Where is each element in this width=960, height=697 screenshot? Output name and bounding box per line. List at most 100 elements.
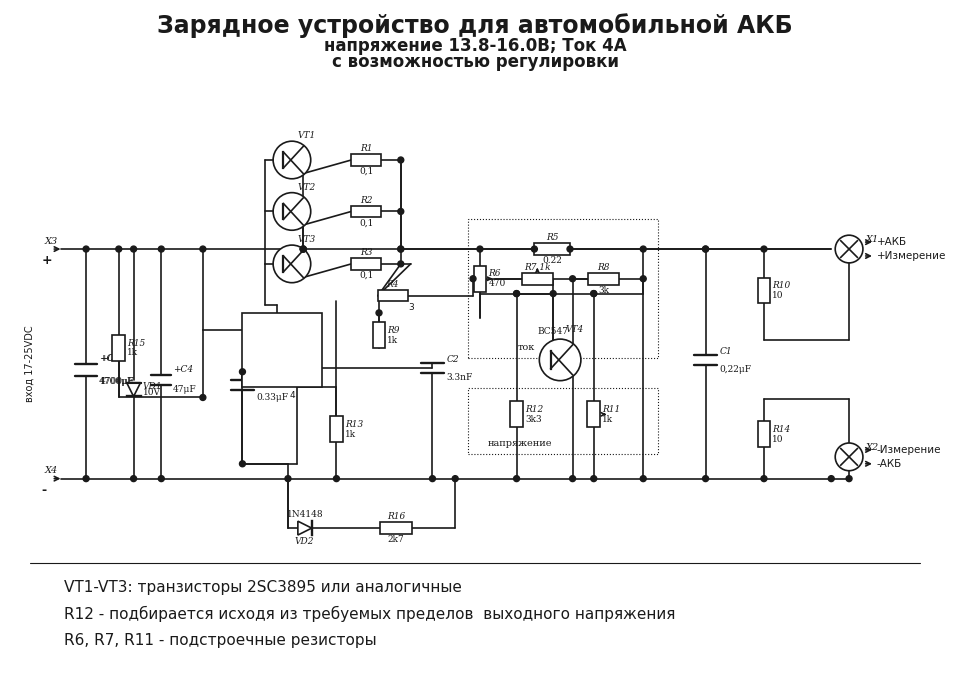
Text: X3: X3 [44, 236, 58, 245]
Text: R14: R14 [773, 424, 791, 434]
Circle shape [200, 395, 205, 401]
Text: R10: R10 [773, 281, 791, 290]
Bar [351, 154, 381, 166]
Text: R13: R13 [345, 420, 363, 429]
Bar [351, 206, 381, 217]
Text: 3: 3 [246, 374, 252, 383]
Text: R7 1k: R7 1k [524, 263, 551, 272]
Circle shape [590, 291, 597, 296]
Text: R12: R12 [525, 405, 543, 414]
Text: -Измерение: -Измерение [876, 445, 941, 455]
Circle shape [569, 276, 576, 282]
Text: R6: R6 [489, 269, 501, 278]
Text: Зарядное устройство для автомобильной АКБ: Зарядное устройство для автомобильной АК… [157, 13, 793, 38]
Text: 0,1: 0,1 [359, 167, 373, 176]
Circle shape [569, 475, 576, 482]
Bar [588, 273, 619, 284]
Text: VT1-VT3: транзисторы 2SC3895 или аналогичные: VT1-VT3: транзисторы 2SC3895 или аналоги… [64, 580, 462, 595]
Circle shape [452, 475, 458, 482]
Circle shape [703, 246, 708, 252]
Bar [372, 322, 386, 348]
Text: R15: R15 [127, 339, 145, 348]
Text: 10: 10 [773, 291, 784, 300]
Bar [468, 388, 658, 454]
Circle shape [640, 246, 646, 252]
Circle shape [397, 246, 404, 252]
Text: 4700μF: 4700μF [99, 376, 134, 385]
Circle shape [640, 475, 646, 482]
Bar [588, 401, 600, 427]
Text: 0,1: 0,1 [359, 218, 373, 227]
Text: R9: R9 [388, 325, 400, 335]
Text: VT1: VT1 [298, 131, 316, 140]
Text: напряжение: напряжение [488, 439, 552, 448]
Text: напряжение 13.8-16.0В; Ток 4А: напряжение 13.8-16.0В; Ток 4А [324, 37, 626, 55]
Circle shape [200, 246, 205, 252]
Circle shape [514, 475, 519, 482]
Text: VD1: VD1 [142, 382, 162, 391]
Circle shape [477, 246, 483, 252]
Text: 1: 1 [246, 319, 252, 328]
Bar [468, 220, 658, 358]
Text: 10V: 10V [142, 388, 160, 397]
Circle shape [397, 261, 404, 267]
Circle shape [397, 208, 404, 215]
Text: VD2: VD2 [295, 537, 315, 546]
Circle shape [300, 246, 306, 252]
Circle shape [239, 369, 246, 375]
Circle shape [532, 246, 538, 252]
Text: 3: 3 [409, 303, 415, 312]
Text: X4: X4 [44, 466, 58, 475]
Circle shape [761, 246, 767, 252]
Circle shape [703, 475, 708, 482]
Text: 47μF: 47μF [173, 385, 197, 394]
Text: C1: C1 [719, 347, 732, 356]
Circle shape [158, 246, 164, 252]
Circle shape [397, 157, 404, 163]
Text: R16: R16 [387, 512, 405, 521]
Circle shape [131, 246, 136, 252]
Text: C3: C3 [256, 374, 269, 383]
Text: R3: R3 [360, 248, 372, 257]
Circle shape [540, 339, 581, 381]
Text: R2: R2 [360, 196, 372, 204]
Circle shape [514, 291, 519, 296]
Circle shape [333, 475, 340, 482]
Circle shape [835, 235, 863, 263]
Text: 10: 10 [773, 434, 784, 443]
Text: R11: R11 [602, 405, 620, 414]
Circle shape [376, 310, 382, 316]
Text: X1: X1 [866, 235, 879, 244]
Text: вход 17-25VDC: вход 17-25VDC [25, 325, 35, 402]
Text: R4: R4 [387, 279, 399, 289]
Text: 0.33μF: 0.33μF [256, 392, 288, 401]
Text: BC547: BC547 [538, 327, 568, 336]
Text: с возможностью регулировки: с возможностью регулировки [331, 53, 618, 71]
Bar [473, 266, 487, 291]
Circle shape [835, 443, 863, 470]
Text: +Измерение: +Измерение [876, 251, 947, 261]
Text: 1N4148: 1N4148 [286, 510, 324, 519]
Bar [351, 258, 381, 270]
Text: DA1: DA1 [270, 332, 295, 344]
Bar [243, 313, 322, 387]
Text: 2: 2 [313, 370, 319, 378]
Bar [521, 273, 553, 284]
Bar [535, 243, 570, 255]
Text: R1: R1 [360, 144, 372, 153]
Circle shape [274, 192, 311, 230]
Text: 0.22: 0.22 [542, 256, 563, 265]
Circle shape [514, 291, 519, 296]
Text: -: - [41, 484, 47, 496]
Polygon shape [127, 383, 140, 397]
Text: VT2: VT2 [298, 183, 316, 192]
Text: 4700μF: 4700μF [100, 376, 135, 385]
Text: C2: C2 [446, 355, 459, 364]
Text: R12 - подбирается исходя из требуемых пределов  выходного напряжения: R12 - подбирается исходя из требуемых пр… [64, 606, 676, 622]
Circle shape [84, 246, 89, 252]
Circle shape [131, 475, 136, 482]
Text: R5: R5 [546, 233, 559, 242]
Circle shape [158, 475, 164, 482]
Text: -АКБ: -АКБ [876, 459, 902, 469]
Text: X2: X2 [866, 443, 879, 452]
